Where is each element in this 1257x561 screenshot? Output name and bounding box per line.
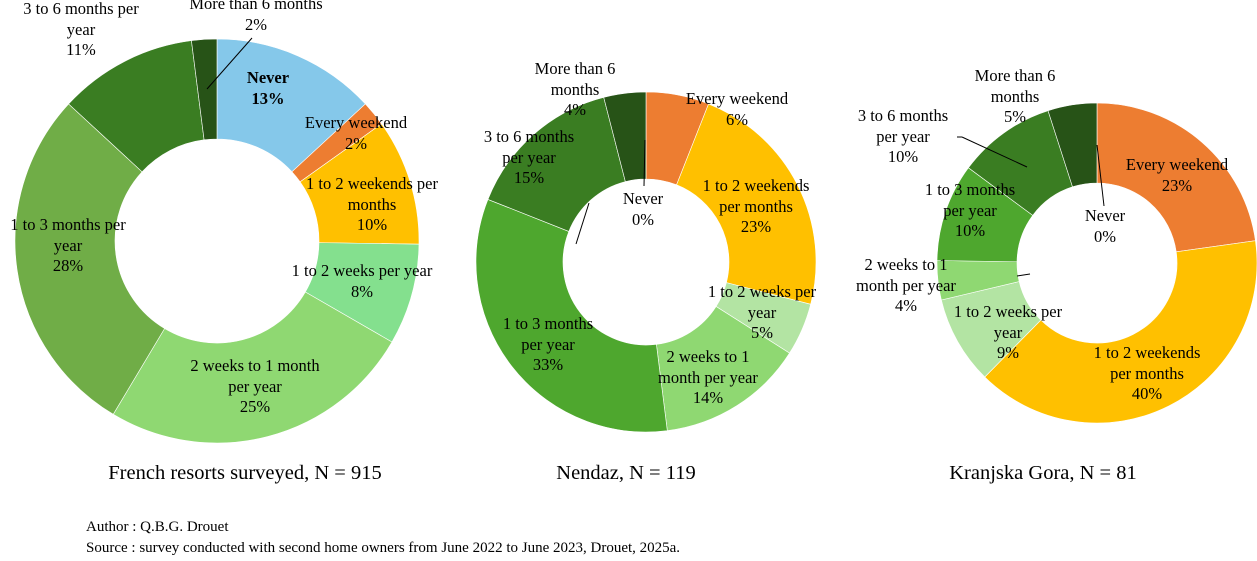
leader-line — [643, 139, 646, 187]
chart-title-kranjska-gora: Kranjska Gora, N = 81 — [949, 462, 1137, 484]
label-3-6-months: 3 to 6 months per year 10% — [857, 106, 949, 166]
slice-never — [216, 38, 366, 173]
chart-title-french-resorts: French resorts surveyed, N = 915 — [108, 462, 382, 484]
author-note: Author : Q.B.G. Drouet — [86, 519, 229, 535]
label-3-6-months: 3 to 6 months per year 15% — [483, 127, 575, 187]
chart-title-nendaz: Nendaz, N = 119 — [556, 462, 696, 484]
label-never: Never 13% — [246, 68, 290, 108]
leader-line — [1096, 144, 1105, 207]
label-1-2-weeks: 1 to 2 weeks per year 8% — [291, 261, 433, 301]
slice-1-to-3-months-per-year — [475, 199, 668, 433]
slice-more-than-6-months — [603, 91, 647, 182]
slice-more-than-6-months — [191, 38, 218, 141]
label-every-weekend: Every weekend 2% — [304, 113, 408, 153]
slice-more-than-6-months — [1047, 102, 1098, 188]
label-never: Never 0% — [622, 189, 664, 229]
label-2wk-1mo: 2 weeks to 1 month per year 25% — [190, 356, 320, 416]
label-every-weekend: Every weekend 23% — [1125, 155, 1229, 195]
slice-every-weekend — [1096, 102, 1256, 253]
slice-1-to-3-months-per-year — [14, 103, 166, 415]
label-1-3-months: 1 to 3 months per year 28% — [10, 215, 126, 275]
label-more-6-months: More than 6 months 2% — [189, 0, 323, 34]
slice-1-to-2-weekends-per-months — [676, 103, 817, 305]
label-1-2-weekends: 1 to 2 weekends per months 23% — [702, 176, 810, 236]
slice-2-weeks-to-1-month-per-year — [112, 291, 393, 444]
leader-line — [1016, 273, 1031, 277]
leader-line — [575, 202, 590, 245]
label-2wk-1mo: 2 weeks to 1 month per year 14% — [658, 347, 758, 407]
label-1-3-months: 1 to 3 months per year 33% — [502, 314, 594, 374]
label-2wk-1mo: 2 weeks to 1 month per year 4% — [856, 255, 956, 315]
label-1-3-months: 1 to 3 months per year 10% — [924, 180, 1016, 240]
label-more-6-months: More than 6 months 5% — [974, 66, 1056, 126]
label-every-weekend: Every weekend 6% — [685, 89, 789, 129]
source-note: Source : survey conducted with second ho… — [86, 540, 681, 556]
leader-line — [206, 37, 253, 90]
leader-line — [961, 136, 1028, 168]
label-1-2-weeks: 1 to 2 weeks per year 9% — [953, 302, 1063, 362]
label-3-6-months: 3 to 6 months per year 11% — [23, 0, 139, 59]
label-more-6-months: More than 6 months 4% — [534, 59, 616, 119]
label-never: Never 0% — [1084, 206, 1126, 246]
label-1-2-weeks: 1 to 2 weeks per year 5% — [707, 282, 817, 342]
label-1-2-weekends: 1 to 2 weekends per months 10% — [306, 174, 438, 234]
label-1-2-weekends: 1 to 2 weekends per months 40% — [1093, 343, 1201, 403]
slice-1-to-2-weekends-per-months — [984, 240, 1257, 424]
